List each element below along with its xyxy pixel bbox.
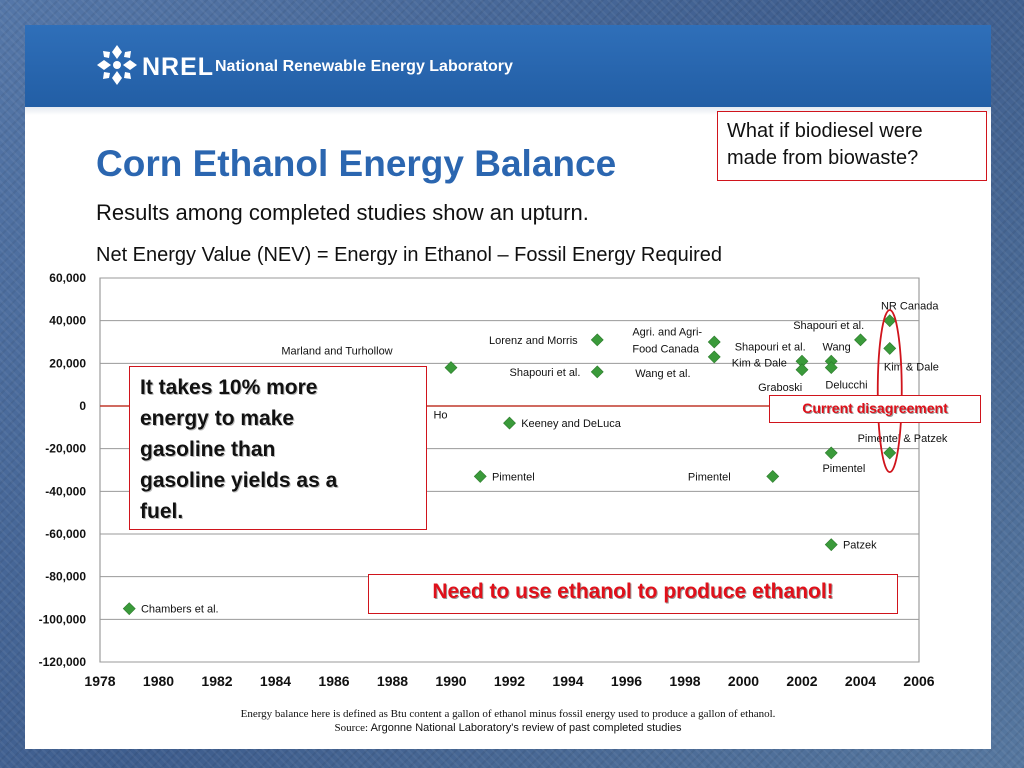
- slide-subtitle: Results among completed studies show an …: [96, 200, 589, 225]
- data-point: [444, 361, 458, 375]
- disagreement-ellipse: [876, 309, 903, 474]
- org-name: National Renewable Energy Laboratory: [215, 58, 513, 75]
- point-annotation: Kim & Dale: [732, 357, 787, 369]
- data-point: [503, 416, 516, 430]
- point-annotation: Food Canada: [632, 343, 700, 355]
- x-tick-label: 2000: [728, 673, 759, 689]
- point-annotation: Shapouri et al.: [510, 367, 581, 379]
- x-tick-label: 1986: [318, 673, 349, 689]
- data-point: [473, 469, 487, 483]
- y-tick-label: -100,000: [39, 612, 87, 626]
- slide-title: Corn Ethanol Energy Balance: [96, 143, 617, 184]
- point-annotation: Kim & Dale: [884, 362, 939, 374]
- data-point: [707, 335, 721, 349]
- point-annotation: Pimentel: [688, 471, 731, 483]
- point-annotation: Keeney and DeLuca: [521, 418, 622, 430]
- x-tick-label: 1998: [669, 673, 700, 689]
- source-label: Source:: [334, 722, 369, 734]
- data-point: [707, 350, 721, 364]
- point-annotation: Wang: [822, 341, 850, 353]
- data-point: [883, 446, 897, 460]
- point-annotation: Shapouri et al.: [735, 341, 806, 353]
- point-annotation: Lorenz and Morris: [489, 335, 578, 347]
- logo-text: NREL: [142, 53, 215, 81]
- current-disagreement-box: Current disagreement: [769, 395, 981, 423]
- point-annotation: Pimentel & Patzek: [858, 433, 948, 445]
- x-tick-label: 1982: [201, 673, 232, 689]
- point-annotation: Ho: [433, 410, 447, 422]
- data-point: [795, 363, 809, 377]
- point-annotation: Chambers et al.: [141, 604, 219, 616]
- point-annotation: Delucchi: [825, 380, 867, 392]
- point-annotation: NR Canada: [881, 301, 939, 313]
- source-line: Source: Argonne National Laboratory's re…: [25, 722, 991, 734]
- data-point: [590, 365, 604, 379]
- callout-line-4: gasoline yields as a: [140, 469, 338, 492]
- point-annotation: Pimentel: [492, 471, 535, 483]
- x-tick-label: 1992: [494, 673, 525, 689]
- y-tick-label: -120,000: [39, 655, 87, 669]
- data-point: [883, 341, 897, 355]
- y-tick-label: 40,000: [49, 314, 86, 328]
- y-tick-label: 60,000: [49, 271, 86, 285]
- data-point: [766, 469, 780, 483]
- x-tick-label: 1990: [435, 673, 466, 689]
- data-point: [824, 538, 838, 552]
- question-line-2: made from biowaste?: [727, 147, 919, 169]
- x-tick-label: 1978: [84, 673, 115, 689]
- data-point: [590, 333, 604, 347]
- point-annotation: Wang et al.: [635, 368, 690, 380]
- biowaste-question-box: What if biodiesel were made from biowast…: [717, 111, 987, 181]
- point-annotation: Graboski: [758, 382, 802, 394]
- point-annotation: Marland and Turhollow: [281, 346, 392, 358]
- x-tick-label: 1984: [260, 673, 291, 689]
- callout-line-5: fuel.: [140, 500, 184, 523]
- x-tick-label: 1996: [611, 673, 642, 689]
- ethanol-warning-box: Need to use ethanol to produce ethanol!: [368, 574, 898, 614]
- y-tick-label: -20,000: [45, 442, 86, 456]
- data-point: [122, 602, 136, 616]
- data-point: [824, 361, 838, 375]
- callout-line-2: energy to make: [140, 407, 295, 430]
- source-text: Argonne National Laboratory's review of …: [370, 722, 682, 734]
- y-tick-label: -60,000: [45, 527, 86, 541]
- point-annotation: Agri. and Agri-: [632, 326, 702, 338]
- nev-definition: Net Energy Value (NEV) = Energy in Ethan…: [96, 244, 723, 266]
- banner-divider: [25, 107, 991, 115]
- footnote: Energy balance here is defined as Btu co…: [240, 708, 776, 720]
- gasoline-callout-box: It takes 10% more energy to make gasolin…: [129, 366, 427, 530]
- header-banner: NREL National Renewable Energy Laborator…: [25, 25, 991, 107]
- point-annotation: Patzek: [843, 540, 877, 552]
- question-line-1: What if biodiesel were: [727, 120, 923, 142]
- x-tick-label: 1994: [552, 673, 583, 689]
- data-point: [824, 446, 838, 460]
- x-tick-label: 1980: [143, 673, 174, 689]
- data-point: [883, 314, 897, 328]
- y-tick-label: 0: [79, 399, 86, 413]
- nrel-logo-icon: [97, 45, 137, 85]
- x-tick-label: 2006: [903, 673, 934, 689]
- data-point: [854, 333, 867, 347]
- y-tick-label: -80,000: [45, 570, 86, 584]
- x-tick-label: 1988: [377, 673, 408, 689]
- point-annotation: Shapouri et al.: [793, 320, 864, 332]
- callout-line-3: gasoline than: [140, 438, 276, 461]
- callout-line-1: It takes 10% more: [140, 376, 318, 399]
- x-tick-label: 2004: [845, 673, 876, 689]
- y-tick-label: 20,000: [49, 356, 86, 370]
- y-tick-label: -40,000: [45, 484, 86, 498]
- x-tick-label: 2002: [786, 673, 817, 689]
- slide: NREL National Renewable Energy Laborator…: [25, 25, 991, 749]
- point-annotation: Pimentel: [822, 463, 865, 475]
